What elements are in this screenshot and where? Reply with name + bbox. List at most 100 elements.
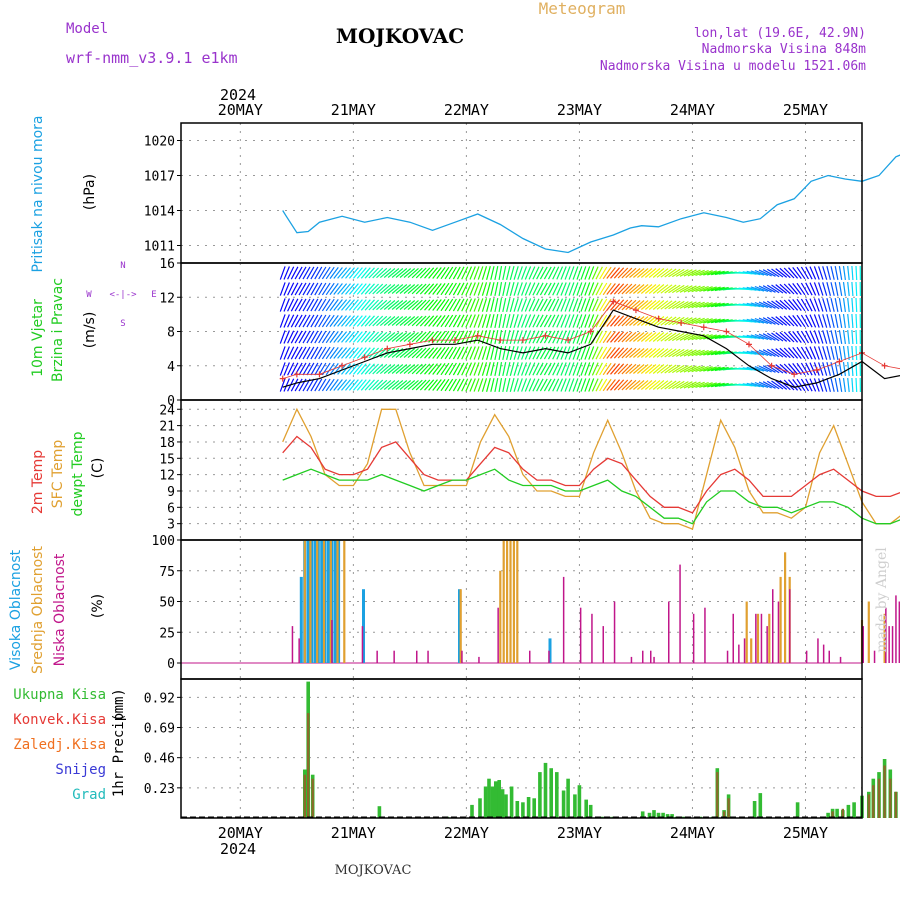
wind-arrow bbox=[766, 316, 780, 326]
mid-cloud-bar bbox=[768, 613, 771, 663]
wind-arrow bbox=[648, 268, 661, 278]
wind-arrow bbox=[699, 382, 713, 388]
wind-arrow bbox=[796, 266, 806, 280]
wind-arrow bbox=[800, 266, 810, 280]
wind-arrow bbox=[387, 332, 400, 342]
wind-arrow bbox=[411, 299, 423, 311]
wind-arrow bbox=[333, 315, 343, 327]
wind-arrow bbox=[452, 314, 461, 328]
wind-arrow bbox=[372, 331, 384, 343]
wind-arrow bbox=[800, 330, 810, 344]
wind-arrow bbox=[341, 299, 351, 311]
wind-arrow bbox=[742, 367, 757, 371]
wind-arrow bbox=[473, 346, 480, 360]
wind-arrow bbox=[473, 330, 480, 344]
wind-arrow bbox=[851, 265, 854, 281]
wind-arrow bbox=[629, 316, 641, 326]
wind-arrow bbox=[314, 266, 323, 280]
wind-arrow bbox=[287, 298, 295, 312]
wind-arrow bbox=[486, 378, 491, 392]
wind-arrow bbox=[364, 315, 375, 327]
wind-arrow bbox=[552, 330, 560, 344]
total-rain-bar bbox=[577, 785, 582, 818]
convective-rain-bar bbox=[307, 713, 310, 818]
wind-arrow bbox=[813, 378, 820, 392]
wind-arrow bbox=[403, 364, 416, 374]
bottom-day-label: 21MAY bbox=[331, 824, 376, 842]
wind-arrow bbox=[830, 266, 835, 280]
wind-arrow bbox=[456, 330, 465, 344]
wind-arrow bbox=[461, 330, 469, 344]
wind-arrow bbox=[383, 268, 396, 278]
wind-arrow bbox=[771, 316, 784, 326]
wind-arrow bbox=[348, 315, 359, 327]
wind-arrow bbox=[279, 378, 286, 392]
y-tick-label: 0.23 bbox=[144, 782, 175, 797]
wind-arrow bbox=[333, 283, 343, 295]
wind-arrow bbox=[588, 330, 595, 344]
wind-arrow bbox=[576, 378, 583, 392]
wind-arrow bbox=[750, 286, 765, 292]
wind-arrow bbox=[306, 266, 315, 280]
wind-arrow bbox=[368, 331, 380, 343]
wind-arrow bbox=[352, 267, 363, 279]
wind-arrow bbox=[714, 286, 729, 292]
wind-arrow bbox=[788, 299, 799, 311]
wind-arrow bbox=[360, 315, 371, 327]
wind-arrow bbox=[783, 267, 795, 279]
wind-arrow bbox=[403, 348, 416, 358]
wind-arrow bbox=[834, 377, 839, 393]
wind-arrow bbox=[750, 270, 765, 276]
wind-arrow bbox=[834, 297, 839, 313]
total-rain-bar bbox=[566, 778, 570, 818]
wind-arrow bbox=[486, 362, 491, 376]
wind-arrow bbox=[399, 364, 412, 374]
mid-cloud-bar bbox=[322, 540, 326, 663]
wind-arrow bbox=[283, 346, 290, 360]
wind-arrow bbox=[456, 282, 465, 296]
mid-cloud-bar bbox=[867, 601, 870, 663]
wind-arrow bbox=[613, 315, 625, 327]
high-cloud-bar bbox=[299, 576, 303, 663]
low-cloud-bar bbox=[888, 626, 890, 663]
wind-arrow bbox=[513, 314, 519, 328]
wind-arrow bbox=[637, 300, 649, 310]
y-tick-label: 25 bbox=[159, 626, 175, 641]
wind-arrow bbox=[543, 378, 552, 392]
low-cloud-bar bbox=[822, 644, 825, 664]
wind-arrow bbox=[640, 268, 653, 278]
wind-arrow bbox=[364, 283, 375, 295]
wind-arrow bbox=[691, 301, 705, 309]
wind-arrow bbox=[513, 330, 519, 344]
high-cloud-bar bbox=[333, 540, 337, 663]
total-rain-bar bbox=[670, 814, 674, 818]
wind-arrow bbox=[560, 330, 567, 344]
low-cloud-bar bbox=[828, 650, 830, 663]
wind-arrow bbox=[792, 347, 802, 359]
panel-border bbox=[180, 678, 863, 819]
mid-cloud-bar bbox=[506, 540, 509, 663]
wind-arrow bbox=[613, 363, 625, 375]
wind-arrow bbox=[606, 267, 616, 279]
wind-arrow bbox=[419, 379, 431, 391]
wind-arrow bbox=[625, 283, 637, 295]
wind-arrow bbox=[584, 298, 591, 312]
wind-arrow bbox=[610, 347, 621, 359]
wind-arrow bbox=[552, 346, 560, 360]
wind-arrow bbox=[847, 297, 850, 313]
wind-arrow bbox=[318, 330, 327, 344]
wind-arrow bbox=[498, 265, 503, 281]
wind-arrow bbox=[762, 317, 776, 325]
wind-arrow bbox=[547, 298, 556, 312]
total-rain-bar bbox=[647, 812, 652, 818]
wind-arrow bbox=[710, 366, 725, 372]
wind-arrow bbox=[356, 315, 367, 327]
wind-arrow bbox=[813, 314, 820, 328]
wind-arrow bbox=[506, 362, 511, 376]
wind-arrow bbox=[469, 346, 476, 360]
wind-arrow bbox=[379, 363, 392, 375]
legend-freezing-rain: Zaledj.Kisa bbox=[13, 737, 106, 753]
total-rain-bar bbox=[661, 812, 665, 818]
wind-arrow bbox=[656, 364, 669, 374]
